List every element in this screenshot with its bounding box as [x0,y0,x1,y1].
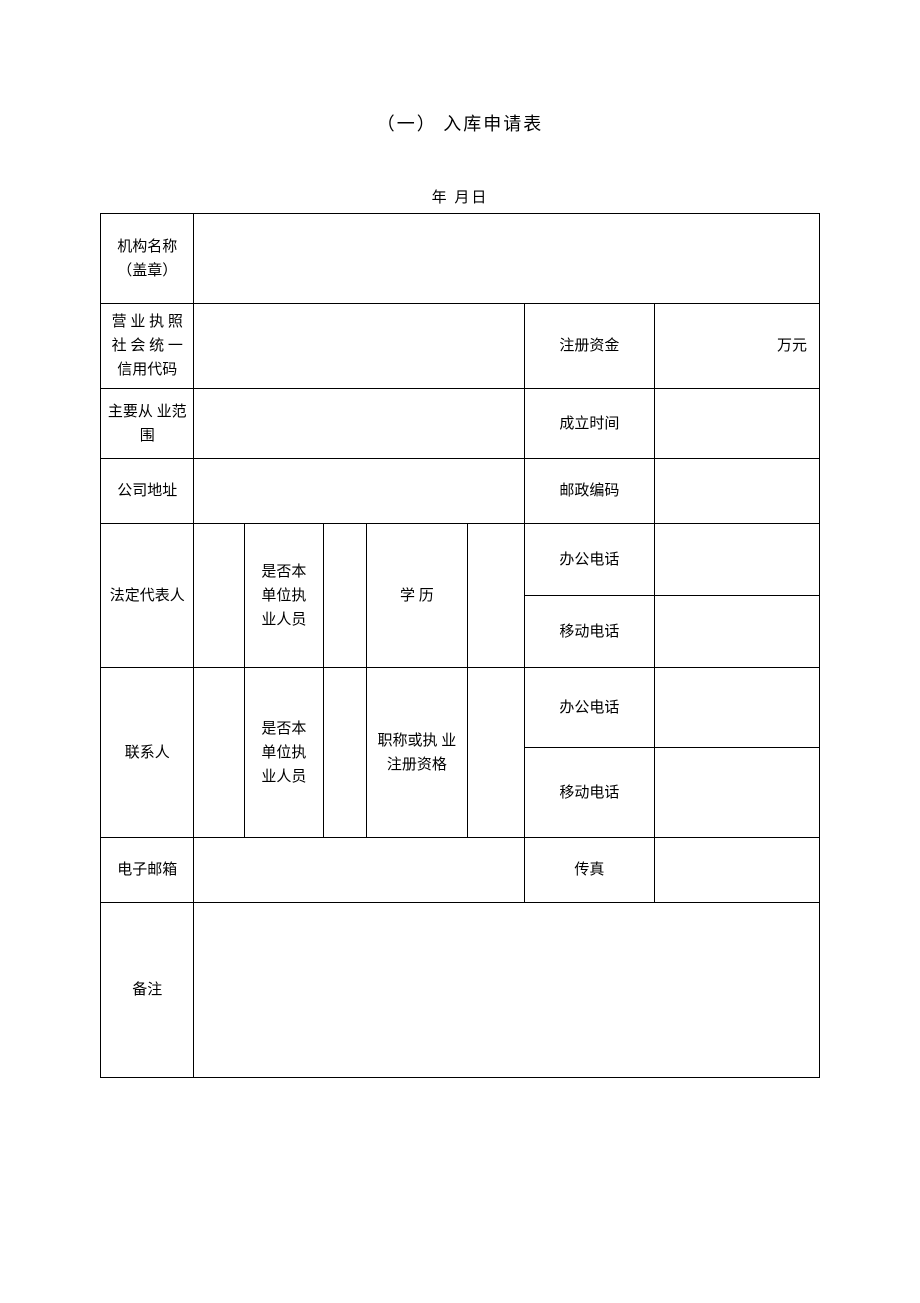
field-reg-capital[interactable]: 万元 [654,304,819,389]
field-license-code[interactable] [194,304,525,389]
field-legal-mobile[interactable] [654,596,819,668]
field-postal-code[interactable] [654,459,819,524]
label-business-scope: 主要从 业范 围 [101,389,194,459]
label-contact-person: 联系人 [101,668,194,838]
field-company-address[interactable] [194,459,525,524]
label-postal-code: 邮政编码 [525,459,654,524]
label-email: 电子邮箱 [101,838,194,903]
label-contact-is-staff: 是否本 单位执 业人员 [244,668,323,838]
label-reg-capital: 注册资金 [525,304,654,389]
application-form-table: 机构名称 （盖章） 营 业 执 照 社 会 统 一 信用代码 注册资金 万元 主… [100,213,820,1078]
field-email[interactable] [194,838,525,903]
label-org-name: 机构名称 （盖章） [101,214,194,304]
label-establish-time: 成立时间 [525,389,654,459]
field-org-name[interactable] [194,214,820,304]
field-contact-mobile[interactable] [654,748,819,838]
field-legal-is-staff[interactable] [323,524,366,668]
date-line: 年 月日 [100,186,820,207]
field-remarks[interactable] [194,903,820,1078]
field-contact-qualification[interactable] [467,668,525,838]
label-legal-office-phone: 办公电话 [525,524,654,596]
field-legal-office-phone[interactable] [654,524,819,596]
label-contact-qualification: 职称或执 业 注册资格 [367,668,468,838]
label-legal-mobile: 移动电话 [525,596,654,668]
form-title: （一） 入库申请表 [100,110,820,136]
field-establish-time[interactable] [654,389,819,459]
field-legal-rep-name[interactable] [194,524,244,668]
label-contact-office-phone: 办公电话 [525,668,654,748]
label-fax: 传真 [525,838,654,903]
label-legal-education: 学 历 [367,524,468,668]
label-remarks: 备注 [101,903,194,1078]
label-legal-rep: 法定代表人 [101,524,194,668]
field-contact-is-staff[interactable] [323,668,366,838]
field-business-scope[interactable] [194,389,525,459]
label-contact-mobile: 移动电话 [525,748,654,838]
field-legal-education[interactable] [467,524,525,668]
label-license-code: 营 业 执 照 社 会 统 一 信用代码 [101,304,194,389]
field-contact-office-phone[interactable] [654,668,819,748]
label-legal-is-staff: 是否本 单位执 业人员 [244,524,323,668]
field-contact-name[interactable] [194,668,244,838]
label-company-address: 公司地址 [101,459,194,524]
field-fax[interactable] [654,838,819,903]
